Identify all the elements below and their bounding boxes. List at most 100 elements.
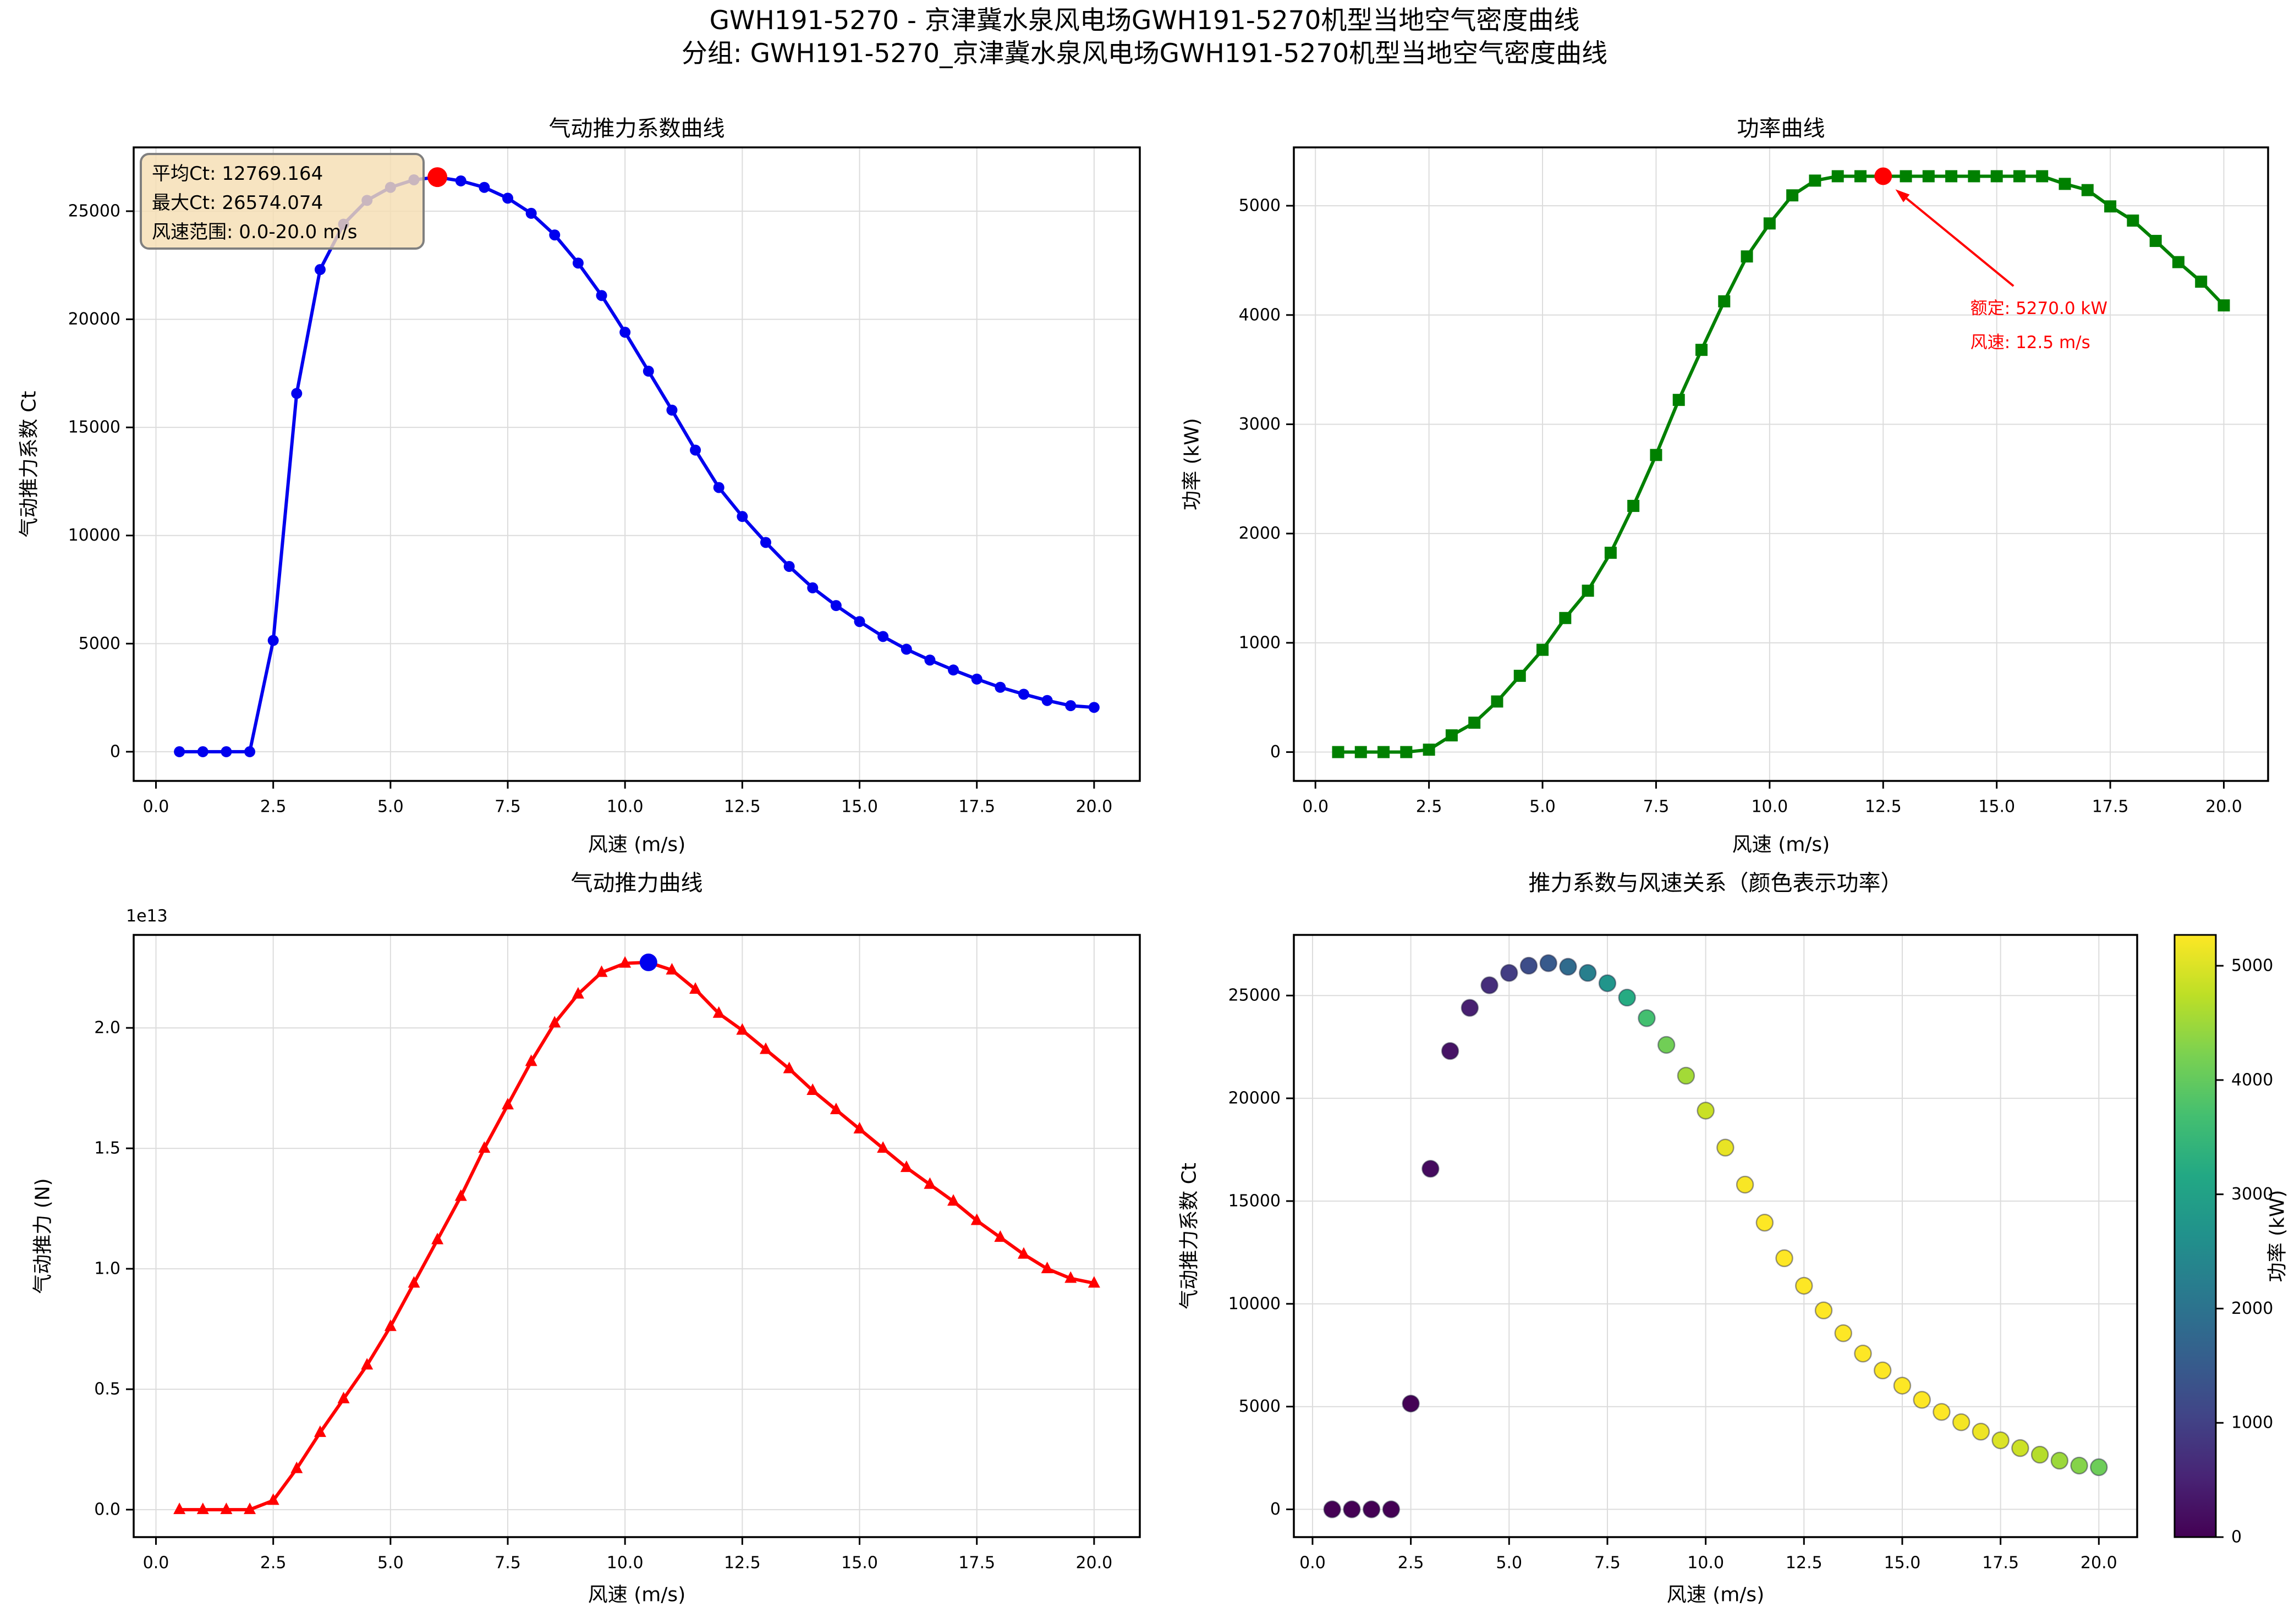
x-tick-label: 10.0 [1687, 1554, 1724, 1573]
x-tick-label: 2.5 [260, 1554, 287, 1573]
grid-lines [134, 935, 1140, 1537]
scatter-point [1991, 1431, 2010, 1450]
scatter-point [1461, 999, 1479, 1017]
y-axis-label: 气动推力系数 Ct [1178, 1163, 1201, 1309]
y-tick-label: 0 [110, 742, 120, 761]
x-tick-label: 10.0 [607, 1554, 644, 1573]
x-tick-label: 15.0 [1978, 797, 2015, 817]
x-axis-label: 风速 (m/s) [1667, 1584, 1765, 1606]
x-axis-label: 风速 (m/s) [588, 834, 686, 856]
scatter-point [1697, 1102, 1715, 1120]
y-tick-label: 5000 [79, 634, 120, 653]
colorbar-tick-label: 4000 [2231, 1070, 2273, 1089]
scatter-point [1775, 1249, 1793, 1268]
x-tick-label: 2.5 [1416, 797, 1442, 817]
y-axis-label: 气动推力系数 Ct [18, 391, 41, 538]
y-tick-label: 15000 [1228, 1191, 1281, 1210]
x-tick-label: 17.5 [1982, 1554, 2019, 1573]
curve-line [178, 960, 1096, 1512]
scatter-point [1323, 1500, 1341, 1518]
y-axis-label: 功率 (kW) [1181, 418, 1204, 510]
max-thrust-marker [639, 953, 657, 971]
max-ct-marker [427, 167, 448, 188]
scatter-point [1854, 1345, 1872, 1363]
colorbar-tick-label: 2000 [2231, 1299, 2273, 1318]
grid-lines [1294, 935, 2137, 1537]
y-tick-label: 3000 [1239, 415, 1281, 434]
y-axis-label: 气动推力 (N) [32, 1178, 54, 1293]
data-series [173, 955, 1100, 1515]
x-tick-label: 20.0 [2081, 1554, 2117, 1573]
x-tick-label: 10.0 [1751, 797, 1788, 817]
scatter-point [1362, 1500, 1381, 1518]
scatter-point [1755, 1213, 1774, 1232]
x-tick-label: 0.0 [1299, 1554, 1326, 1573]
scatter-point [1638, 1009, 1656, 1027]
x-tick-label: 5.0 [1529, 797, 1556, 817]
y-tick-label: 10000 [1228, 1294, 1281, 1313]
x-tick-label: 20.0 [1075, 1554, 1112, 1573]
figure-suptitle-line1: GWH191-5270 - 京津冀水泉风电场GWH191-5270机型当地空气密… [709, 5, 1580, 36]
data-series [1323, 954, 2108, 1518]
scatter-point [2011, 1439, 2029, 1457]
y-tick-label: 25000 [68, 201, 120, 221]
axes-spines [133, 146, 1141, 782]
y-tick-label: 1.5 [94, 1139, 120, 1158]
stats-line: 平均Ct: 12769.164 [152, 163, 323, 185]
x-tick-label: 7.5 [1643, 797, 1670, 817]
stats-line: 风速范围: 0.0-20.0 m/s [152, 221, 357, 243]
y-tick-label: 2000 [1239, 524, 1281, 543]
scatter-point [2090, 1458, 2108, 1477]
y-tick-label: 5000 [1239, 1397, 1281, 1416]
y-tick-label: 0 [1270, 742, 1281, 762]
x-tick-label: 12.5 [1786, 1554, 1823, 1573]
panel-title: 推力系数与风速关系（颜色表示功率） [1529, 871, 1903, 896]
axes-spines [133, 934, 1141, 1538]
scatter-point [1893, 1377, 1912, 1395]
x-tick-label: 17.5 [2092, 797, 2129, 817]
scatter-point [1834, 1324, 1853, 1342]
colorbar-tick-label: 1000 [2231, 1413, 2273, 1433]
scatter-point [2030, 1445, 2049, 1464]
y-tick-label: 2.0 [94, 1019, 120, 1038]
y-tick-label: 0.0 [94, 1500, 120, 1520]
x-tick-label: 0.0 [1302, 797, 1329, 817]
stats-line: 最大Ct: 26574.074 [152, 192, 323, 214]
scatter-point [1421, 1160, 1440, 1178]
x-tick-label: 12.5 [724, 1554, 761, 1573]
scatter-point [1539, 954, 1558, 972]
scatter-point [1343, 1500, 1361, 1518]
scatter-point [1441, 1042, 1459, 1060]
scatter-point [2050, 1451, 2069, 1470]
rated-annotation: 额定: 5270.0 kW 风速: 12.5 m/s [1895, 189, 2107, 353]
axis-ticks [1286, 205, 2225, 789]
x-tick-label: 7.5 [495, 797, 521, 817]
x-tick-label: 15.0 [841, 1554, 878, 1573]
scatter-point [1736, 1175, 1754, 1194]
scatter-point [2070, 1456, 2088, 1475]
x-tick-label: 10.0 [607, 797, 644, 817]
axis-offset-text: 1e13 [126, 907, 168, 926]
y-tick-label: 15000 [68, 418, 120, 437]
y-tick-label: 10000 [68, 526, 120, 545]
axes-spines [1293, 146, 2269, 782]
thrust_curve-group: 1e13 0.0 2.5 5.0 7.5 10.0 12.5 15.0 17.5 20.0 0.0 0… [32, 871, 1141, 1606]
curve-line [1336, 174, 2226, 754]
scatter-point [1382, 1500, 1401, 1518]
scatter-point [1913, 1391, 1931, 1409]
x-tick-label: 12.5 [1865, 797, 1902, 817]
scatter-point [1559, 957, 1577, 976]
y-tick-label: 0 [1270, 1500, 1281, 1519]
x-tick-label: 2.5 [260, 797, 287, 817]
colorbar-tick-label: 5000 [2231, 956, 2273, 976]
x-tick-label: 17.5 [958, 1554, 995, 1573]
panel-title: 气动推力曲线 [571, 871, 703, 896]
rated-annotation-line: 额定: 5270.0 kW [1970, 299, 2107, 318]
y-tick-label: 1000 [1239, 633, 1281, 652]
y-tick-label: 4000 [1239, 305, 1281, 324]
scatter-point [1933, 1403, 1951, 1421]
figure-suptitle: GWH191-5270 - 京津冀水泉风电场GWH191-5270机型当地空气密… [0, 4, 2289, 70]
